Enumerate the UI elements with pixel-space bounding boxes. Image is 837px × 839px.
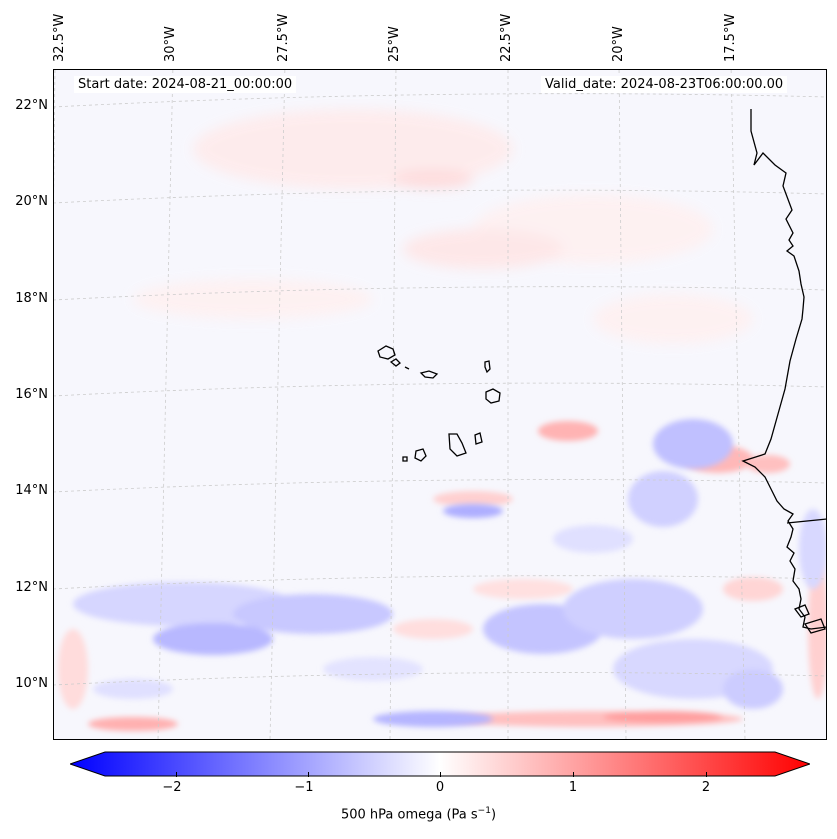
gridline-lon-17-5w <box>730 69 746 740</box>
gridline-lat-16n <box>53 382 827 397</box>
lon-label-27-5w: 27.5°W <box>276 13 291 62</box>
african-coastline <box>741 109 827 630</box>
colorbar-tick-1: 1 <box>568 780 578 795</box>
colorbar-tick-mark-1 <box>573 772 574 777</box>
island-santo-antao <box>377 345 396 360</box>
colorbar-label-prefix: 500 hPa omega (Pa s <box>340 807 478 823</box>
gridline-lon-20w <box>618 69 627 740</box>
colorbar-tick-neg1: −1 <box>294 780 314 795</box>
island-brava <box>402 456 408 462</box>
valid-date-label: Valid_date: 2024-08-23T06:00:00.00 <box>541 76 788 93</box>
lat-label-12n: 12°N <box>15 580 48 595</box>
map-border <box>53 69 827 740</box>
island-sao-nicolau <box>419 370 439 379</box>
gridline-lat-20n <box>53 189 827 204</box>
graticule <box>53 69 827 740</box>
island-maio <box>474 432 483 445</box>
lon-label-30w: 30°W <box>163 26 178 62</box>
island-fogo <box>414 448 427 462</box>
omega-field-map <box>53 69 827 740</box>
colorbar-label: 500 hPa omega (Pa s−1) <box>0 806 837 822</box>
colorbar-tick-mark-2 <box>706 772 707 777</box>
omega-field-patches <box>58 109 827 731</box>
cape-verde-islands <box>377 345 501 462</box>
start-date-label: Start date: 2024-08-21_00:00:00 <box>74 76 297 93</box>
lon-label-32-5w: 32.5°W <box>52 13 67 62</box>
island-sao-vicente <box>389 358 401 367</box>
island-santiago <box>448 433 467 457</box>
colorbar-gradient <box>70 751 810 777</box>
gridline-lat-14n <box>53 479 827 493</box>
coast-gambia-inlet <box>786 518 827 524</box>
lat-label-22n: 22°N <box>15 98 48 113</box>
island-boa-vista <box>485 388 501 404</box>
gridline-lat-18n <box>53 286 827 301</box>
gridline-lon-25w <box>389 69 397 740</box>
colorbar-tick-2: 2 <box>701 780 711 795</box>
lat-label-20n: 20°N <box>15 194 48 209</box>
colorbar-label-suffix: ) <box>490 807 497 823</box>
colorbar-tick-neg2: −2 <box>162 780 182 795</box>
map-panel <box>53 69 827 740</box>
colorbar <box>70 751 810 777</box>
lon-label-20w: 20°W <box>611 26 626 62</box>
coastlines <box>741 109 827 634</box>
gridline-lat-22n <box>53 93 827 108</box>
gridline-lat-10n <box>53 672 827 686</box>
lat-label-14n: 14°N <box>15 483 48 498</box>
lat-label-16n: 16°N <box>15 387 48 402</box>
colorbar-label-exponent: −1 <box>477 806 491 816</box>
coast-bijagos-1 <box>793 604 810 618</box>
gridline-lon-30w <box>157 69 174 740</box>
colorbar-tick-mark-neg2 <box>176 772 177 777</box>
colorbar-tick-mark-0 <box>440 772 441 777</box>
lon-label-25w: 25°W <box>387 26 402 62</box>
colorbar-tick-0: 0 <box>435 780 445 795</box>
lat-label-10n: 10°N <box>15 676 48 691</box>
gridline-lat-12n <box>53 575 827 590</box>
lon-label-22-5w: 22.5°W <box>499 13 514 62</box>
lat-label-18n: 18°N <box>15 291 48 306</box>
island-sal <box>484 360 491 374</box>
island-santa-luzia <box>404 366 410 370</box>
lon-label-17-5w: 17.5°W <box>723 13 738 62</box>
colorbar-tick-mark-neg1 <box>308 772 309 777</box>
coast-bijagos-2 <box>803 618 826 634</box>
gridline-lon-27-5w <box>269 69 286 740</box>
